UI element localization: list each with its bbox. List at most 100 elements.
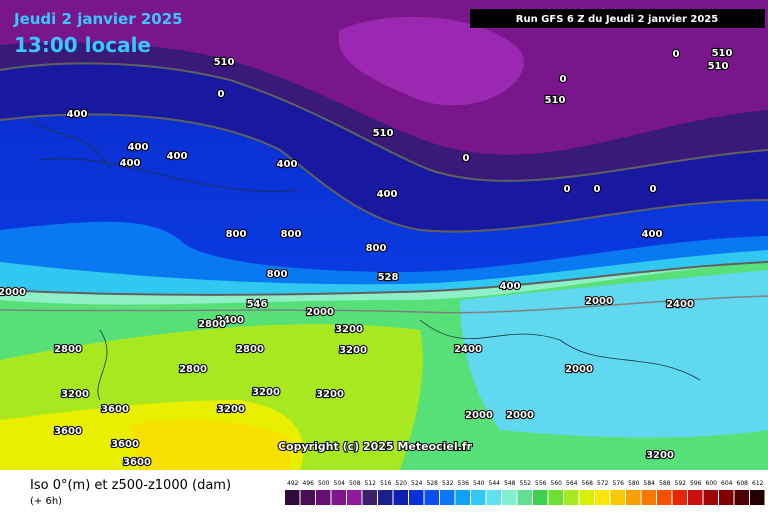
contour: [0, 62, 768, 182]
colorbar: 492 496 500 504 508 512 516 520 524 528 532 536 540 5…: [285, 480, 765, 505]
colorbar-label: 532: [442, 480, 454, 487]
colorbar-cell: [362, 490, 377, 505]
map-label: 3200: [316, 389, 344, 400]
date: Jeudi 2 janvier 2025: [13, 10, 183, 28]
colorbar-cell: [285, 490, 300, 505]
colorbar-label: 580: [628, 480, 640, 487]
colorbar-cell: [703, 490, 718, 505]
colorbar-cell: [595, 490, 610, 505]
header: Jeudi 2 janvier 2025 13:00 locale Run GF…: [13, 9, 765, 57]
band-cyan: [460, 270, 768, 438]
colorbar-cell: [564, 490, 579, 505]
map-label: 2000: [585, 296, 613, 307]
map-label: 0: [673, 49, 680, 60]
map-label: 510: [708, 61, 729, 72]
time: 13:00 locale: [14, 33, 151, 57]
map-label: 2000: [465, 410, 493, 421]
colorbar-cell: [533, 490, 548, 505]
map-label: 3200: [217, 404, 245, 415]
colorbar-cell: [750, 490, 765, 505]
map-label: 2000: [506, 410, 534, 421]
map-label: 3200: [252, 387, 280, 398]
colorbar-label: 508: [349, 480, 361, 487]
map-label: 510: [545, 95, 566, 106]
colorbar-cell: [657, 490, 672, 505]
colorbar-cell: [455, 490, 470, 505]
map: 510 510 510 510 510 400 400 400 400 400 400 400 400 8…: [0, 0, 768, 470]
contour: [0, 295, 768, 314]
colorbar-label: 560: [551, 480, 563, 487]
colorbar-label: 556: [535, 480, 547, 487]
colorbar-cell: [579, 490, 594, 505]
colorbar-cell: [316, 490, 331, 505]
colorbar-label: 500: [318, 480, 330, 487]
map-label: 528: [378, 272, 399, 283]
map-label: 2000: [565, 364, 593, 375]
colorbar-label: 528: [427, 480, 439, 487]
map-label: 3200: [646, 450, 674, 461]
map-label: 0: [564, 184, 571, 195]
colorbar-label: 540: [473, 480, 485, 487]
map-label: 400: [277, 159, 298, 170]
map-label: 400: [377, 189, 398, 200]
copyright: Copyright (c) 2025 Meteociel.fr: [278, 440, 473, 453]
colorbar-cell: [672, 490, 687, 505]
colorbar-label: 600: [706, 480, 718, 487]
map-label: 3600: [111, 439, 139, 450]
map-label: 400: [167, 151, 188, 162]
colorbar-label: 524: [411, 480, 423, 487]
colorbar-cell: [719, 490, 734, 505]
colorbar-label: 576: [613, 480, 625, 487]
colorbar-label: 496: [303, 480, 315, 487]
contour: [0, 261, 768, 296]
legend: Iso 0°(m) et z500-z1000 (dam) (+ 6h) 492…: [30, 478, 765, 507]
colorbar-label: 568: [582, 480, 594, 487]
colorbar-cell: [347, 490, 362, 505]
map-label: 800: [366, 243, 387, 254]
colorbar-label: 592: [675, 480, 687, 487]
legend-title: Iso 0°(m) et z500-z1000 (dam): [30, 478, 231, 493]
map-label: 510: [373, 128, 394, 139]
map-label: 2000: [0, 287, 26, 298]
map-label: 510: [712, 48, 733, 59]
map-label: 3200: [339, 345, 367, 356]
colorbar-cell: [331, 490, 346, 505]
colorbar-cell: [486, 490, 501, 505]
colorbar-cell: [517, 490, 532, 505]
map-label: 400: [642, 229, 663, 240]
run-box: [470, 9, 765, 28]
colorbar-cell: [378, 490, 393, 505]
colorbar-label: 512: [365, 480, 377, 487]
map-label: 0: [463, 153, 470, 164]
colorbar-label: 520: [396, 480, 408, 487]
map-labels: 510 510 510 510 510 400 400 400 400 400 400 400 400 8…: [0, 47, 734, 469]
colorbar-label: 608: [737, 480, 749, 487]
colorbar-label: 596: [690, 480, 702, 487]
map-label: 510: [214, 57, 235, 68]
colorbar-cell: [409, 490, 424, 505]
map-label: 800: [226, 229, 247, 240]
map-label: 2800: [54, 344, 82, 355]
map-label: 400: [120, 158, 141, 169]
legend-step: (+ 6h): [30, 496, 62, 507]
map-label: 2400: [216, 315, 244, 326]
colorbar-cell: [424, 490, 439, 505]
colorbar-label: 564: [566, 480, 578, 487]
colorbar-cell: [610, 490, 625, 505]
map-label: 3600: [54, 426, 82, 437]
colorbar-cell: [641, 490, 656, 505]
colorbar-cell: [502, 490, 517, 505]
map-label: 2800: [236, 344, 264, 355]
colorbar-label: 572: [597, 480, 609, 487]
map-label: 2400: [666, 299, 694, 310]
colorbar-cell: [688, 490, 703, 505]
map-label: 3600: [101, 404, 129, 415]
map-label: 3200: [61, 389, 89, 400]
map-label: 3200: [335, 324, 363, 335]
colorbar-label: 588: [659, 480, 671, 487]
map-label: 400: [128, 142, 149, 153]
map-label: 546: [247, 299, 268, 310]
map-label: 400: [500, 281, 521, 292]
band-gold: [130, 420, 290, 470]
